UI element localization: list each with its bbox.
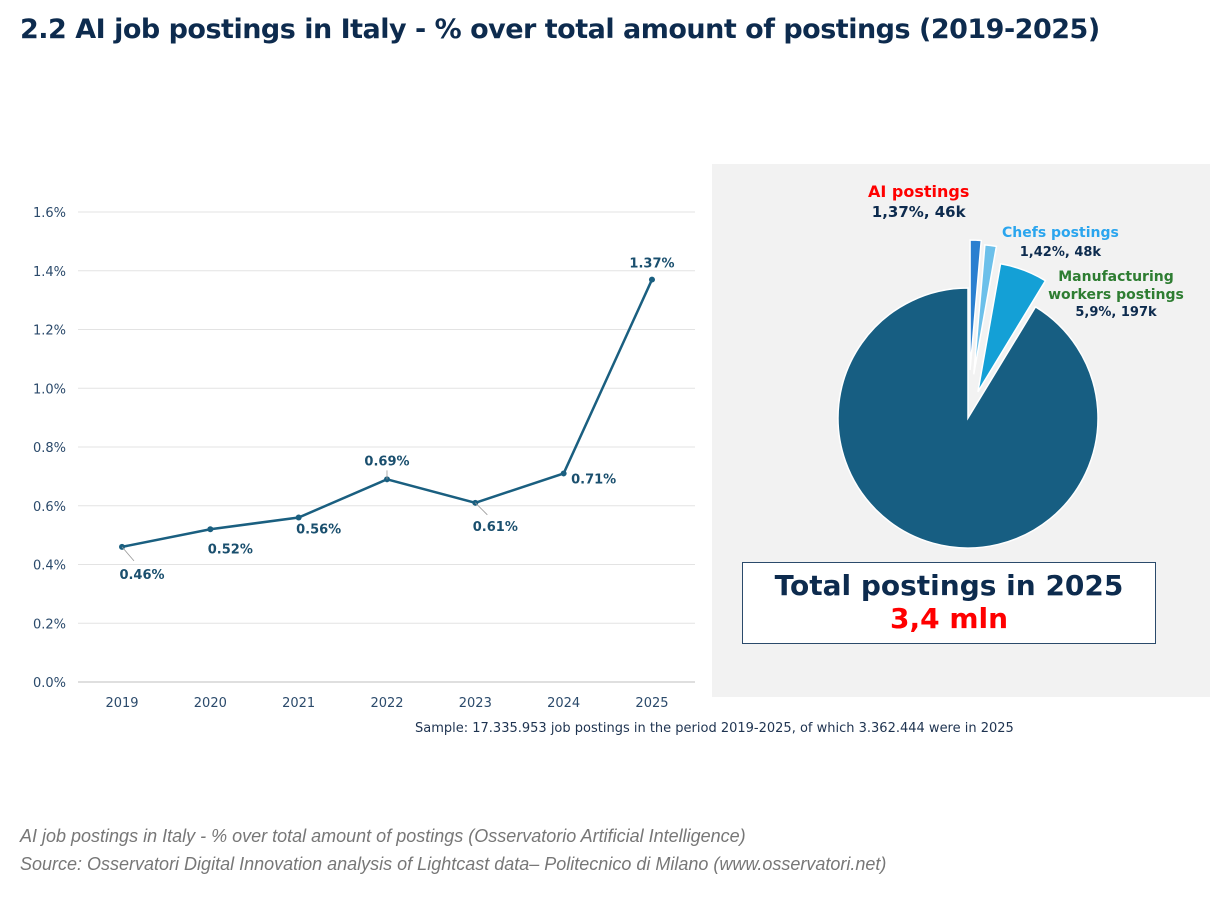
leader-line: [121, 546, 135, 562]
chefs-postings-name: Chefs postings: [1002, 225, 1119, 241]
y-tick-label: 0.2%: [33, 617, 66, 632]
sample-note: Sample: 17.335.953 job postings in the p…: [415, 721, 1014, 736]
caption-line-1: AI job postings in Italy - % over total …: [20, 826, 746, 846]
ai-postings-value: 1,37%, 46k: [871, 203, 966, 221]
total-postings-title: Total postings in 2025: [774, 569, 1124, 602]
pie-slice: [972, 244, 998, 375]
page-title: 2.2 AI job postings in Italy - % over to…: [20, 14, 1100, 45]
x-tick-label: 2022: [370, 696, 403, 711]
data-label: 0.69%: [364, 454, 409, 469]
x-tick-label: 2019: [105, 696, 138, 711]
line-series: [121, 279, 654, 549]
pie-slice: [977, 262, 1047, 393]
y-tick-label: 1.0%: [33, 382, 66, 397]
y-tick-label: 1.4%: [33, 265, 66, 280]
pie-slice: [837, 287, 1099, 549]
chefs-postings-label: Chefs postings 1,42%, 48k: [1002, 223, 1119, 263]
x-tick-label: 2020: [194, 696, 227, 711]
manufacturing-postings-value: 5,9%, 197k: [1075, 305, 1157, 320]
data-label: 0.61%: [473, 520, 518, 535]
y-tick-label: 1.2%: [33, 324, 66, 339]
total-postings-value: 3,4 mln: [889, 602, 1009, 635]
y-tick-label: 0.6%: [33, 500, 66, 515]
data-point: [560, 470, 567, 477]
data-label: 0.52%: [208, 542, 253, 557]
data-label: 0.71%: [571, 472, 616, 487]
data-label: 0.46%: [119, 568, 164, 583]
data-point: [207, 526, 214, 533]
manufacturing-postings-label: Manufacturing workers postings 5,9%, 197…: [1046, 268, 1186, 322]
x-tick-label: 2024: [547, 696, 580, 711]
ai-postings-label: AI postings 1,37%, 46k: [868, 182, 969, 222]
leader-line: [475, 502, 488, 516]
chefs-postings-value: 1,42%, 48k: [1019, 245, 1102, 260]
y-tick-label: 0.8%: [33, 441, 66, 456]
y-tick-label: 1.6%: [33, 206, 66, 221]
caption-line-2: Source: Osservatori Digital Innovation a…: [20, 854, 887, 874]
data-label: 1.37%: [629, 257, 674, 272]
ai-postings-name: AI postings: [868, 182, 970, 201]
data-point: [648, 276, 655, 283]
pie-slice: [969, 239, 983, 371]
y-tick-label: 0.0%: [33, 676, 66, 691]
y-tick-label: 0.4%: [33, 559, 66, 574]
manufacturing-postings-name: Manufacturing workers postings: [1048, 269, 1184, 303]
data-point: [295, 514, 302, 521]
x-tick-label: 2025: [635, 696, 668, 711]
x-tick-label: 2021: [282, 696, 315, 711]
x-tick-label: 2023: [459, 696, 492, 711]
total-postings-box: Total postings in 2025 3,4 mln: [742, 562, 1156, 644]
data-label: 0.56%: [296, 523, 341, 538]
